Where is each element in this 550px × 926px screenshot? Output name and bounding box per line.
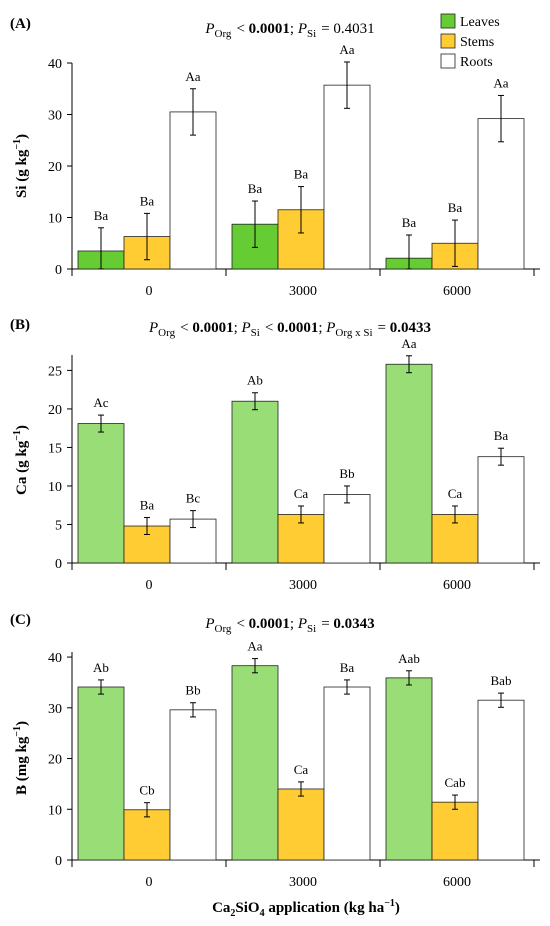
y-tick-label: 0 [55, 263, 62, 278]
y-tick-label: 0 [55, 854, 62, 869]
legend-label-roots: Roots [460, 55, 493, 70]
significance-label: Bb [185, 683, 200, 698]
y-tick-label: 10 [48, 212, 62, 227]
panel-title: POrg < 0.0001; PSi = 0.0343 [204, 616, 374, 635]
significance-label: Cb [139, 783, 154, 798]
bar-stems [431, 801, 479, 861]
significance-label: Ba [294, 167, 309, 182]
y-tick-label: 40 [48, 57, 62, 72]
significance-label: Aab [398, 651, 420, 666]
y-tick-label: 30 [48, 109, 62, 124]
bar-roots [323, 84, 371, 270]
panel-a: (A) POrg < 0.0001; PSi = 0.4031 0 10 20 30 40 S… [10, 16, 540, 299]
y-axis-title: Ca (g kg−1) [12, 425, 30, 495]
panel-label: (C) [10, 612, 31, 628]
significance-label: Ba [340, 660, 355, 675]
legend-label-leaves: Leaves [460, 15, 500, 30]
x-axis-title: Ca2SiO4 application (kg ha−1) [212, 898, 400, 919]
x-tick-label: 0 [146, 284, 153, 299]
bar-leaves [385, 363, 433, 564]
significance-label: Ca [294, 762, 309, 777]
significance-label: Aa [401, 336, 416, 351]
bar-roots [323, 494, 371, 564]
y-tick-label: 40 [48, 651, 62, 666]
panel-label: (A) [10, 16, 31, 32]
significance-label: Ba [140, 498, 155, 513]
legend: Leaves Stems Roots [440, 13, 500, 70]
significance-label: Ba [448, 200, 463, 215]
bar-roots [323, 686, 371, 861]
y-axis-title: Si (g kg−1) [12, 134, 30, 198]
panel-title: POrg < 0.0001; PSi = 0.4031 [204, 21, 374, 40]
bar-roots [477, 118, 525, 270]
bar-stems [431, 514, 479, 564]
significance-label: Ab [93, 660, 109, 675]
x-tick-label: 0 [146, 578, 153, 593]
significance-label: Ba [248, 181, 263, 196]
bar-leaves [77, 686, 125, 861]
y-tick-label: 5 [55, 518, 62, 533]
bar-leaves [231, 400, 279, 564]
significance-label: Aa [185, 69, 200, 84]
significance-label: Cab [445, 775, 466, 790]
legend-label-stems: Stems [460, 35, 494, 50]
panel-title: POrg < 0.0001; PSi < 0.0001; POrg x Si =… [148, 320, 431, 339]
y-tick-label: 10 [48, 803, 62, 818]
y-tick-label: 20 [48, 753, 62, 768]
legend-swatch-leaves [440, 13, 456, 29]
x-tick-label: 3000 [289, 875, 317, 890]
y-axis-title: B (mg kg−1) [12, 721, 30, 795]
legend-swatch-roots [440, 53, 456, 69]
bar-leaves [385, 677, 433, 861]
y-tick-label: 30 [48, 702, 62, 717]
y-tick-label: 0 [55, 557, 62, 572]
y-tick-label: 20 [48, 403, 62, 418]
significance-label: Ca [294, 486, 309, 501]
bar-roots [169, 709, 217, 861]
x-tick-label: 3000 [289, 284, 317, 299]
y-tick-label: 15 [48, 441, 62, 456]
significance-label: Ba [140, 193, 155, 208]
bar-roots [477, 456, 525, 564]
bar-stems [277, 788, 325, 861]
significance-label: Ca [448, 486, 463, 501]
y-tick-label: 25 [48, 364, 62, 379]
significance-label: Aa [247, 639, 262, 654]
significance-label: Ba [494, 428, 509, 443]
significance-label: Ba [402, 215, 417, 230]
legend-swatch-stems [440, 33, 456, 49]
x-tick-label: 0 [146, 875, 153, 890]
panel-b: (B) POrg < 0.0001; PSi < 0.0001; POrg x S… [10, 317, 540, 593]
panel-label: (B) [10, 317, 30, 333]
significance-label: Ab [247, 373, 263, 388]
panel-c: (C) POrg < 0.0001; PSi = 0.0343 0 10 20 30 40 B… [10, 612, 540, 890]
y-tick-label: 10 [48, 480, 62, 495]
significance-label: Bb [339, 466, 354, 481]
bar-leaves [231, 665, 279, 861]
x-tick-label: 6000 [443, 578, 471, 593]
significance-label: Ac [93, 395, 108, 410]
x-tick-label: 6000 [443, 875, 471, 890]
bar-roots [477, 699, 525, 861]
significance-label: Aa [493, 75, 508, 90]
significance-label: Bc [186, 491, 201, 506]
significance-label: Ba [94, 208, 109, 223]
y-tick-label: 20 [48, 160, 62, 175]
x-tick-label: 3000 [289, 578, 317, 593]
significance-label: Bab [491, 673, 512, 688]
bar-leaves [77, 423, 125, 564]
x-tick-label: 6000 [443, 284, 471, 299]
significance-label: Aa [339, 42, 354, 57]
